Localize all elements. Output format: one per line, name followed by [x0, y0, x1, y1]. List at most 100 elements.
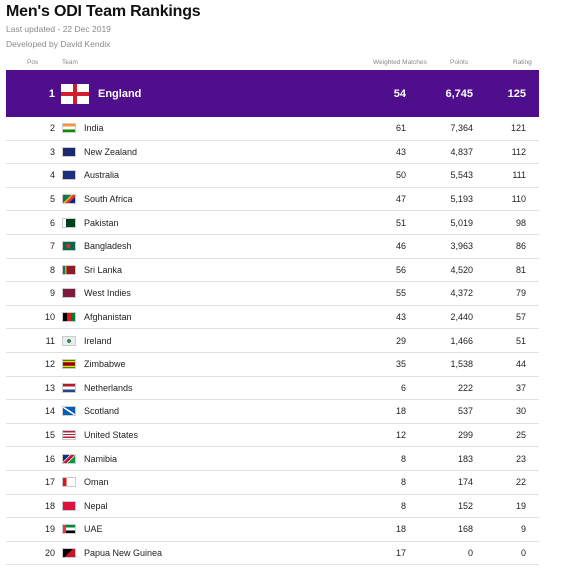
table-row[interactable]: 12 Zimbabwe 35 1,538 44	[6, 353, 539, 377]
table-row[interactable]: 10 Afghanistan 43 2,440 57	[6, 306, 539, 330]
table-row[interactable]: 17 Oman 8 174 22	[6, 471, 539, 495]
row-matches: 47	[395, 194, 406, 205]
team-name[interactable]: South Africa	[84, 194, 133, 205]
row-pos: 15	[44, 430, 55, 441]
row-pos: 1	[48, 87, 55, 100]
team-name[interactable]: Papua New Guinea	[84, 547, 163, 558]
row-matches: 46	[395, 241, 406, 252]
row-rating: 22	[515, 477, 526, 488]
row-matches: 8	[400, 453, 406, 464]
header-team[interactable]: Team	[62, 59, 78, 66]
row-pos: 12	[44, 359, 55, 370]
row-pos: 4	[49, 170, 55, 181]
team-name[interactable]: Zimbabwe	[84, 359, 126, 370]
row-points: 299	[457, 430, 473, 441]
row-rating: 81	[515, 264, 526, 275]
table-row[interactable]: 15 United States 12 299 25	[6, 424, 539, 448]
row-matches: 18	[395, 524, 406, 535]
row-points: 7,364	[450, 123, 473, 134]
bangladesh-flag-icon	[62, 241, 76, 252]
row-rating: 121	[510, 123, 526, 134]
table-row[interactable]: 18 Nepal 8 152 19	[6, 495, 539, 519]
row-pos: 18	[44, 500, 55, 511]
table-row[interactable]: 11 Ireland 29 1,466 51	[6, 329, 539, 353]
team-name[interactable]: Australia	[84, 170, 120, 181]
india-flag-icon	[62, 123, 76, 134]
table-row[interactable]: 13 Netherlands 6 222 37	[6, 377, 539, 401]
team-name[interactable]: England	[98, 87, 142, 100]
row-rating: 37	[515, 382, 526, 393]
row-matches: 51	[395, 217, 406, 228]
row-pos: 7	[49, 241, 55, 252]
rankings-table: Pos Team Weighted Matches Points Rating …	[6, 58, 539, 566]
row-pos: 9	[49, 288, 55, 299]
namibia-flag-icon	[62, 453, 76, 464]
team-name[interactable]: Ireland	[84, 335, 112, 346]
team-name[interactable]: UAE	[84, 524, 103, 535]
team-name[interactable]: Sri Lanka	[84, 264, 123, 275]
team-name[interactable]: West Indies	[84, 288, 131, 299]
header-rating[interactable]: Rating	[513, 59, 532, 66]
table-row[interactable]: 5 South Africa 47 5,193 110	[6, 188, 539, 212]
table-row[interactable]: 16 Namibia 8 183 23	[6, 447, 539, 471]
team-name[interactable]: Afghanistan	[84, 312, 132, 323]
row-points: 2,440	[450, 312, 473, 323]
table-row[interactable]: 14 Scotland 18 537 30	[6, 400, 539, 424]
sri-lanka-flag-icon	[62, 264, 76, 275]
row-points: 1,538	[450, 359, 473, 370]
row-rating: 44	[515, 359, 526, 370]
table-row[interactable]: 2 India 61 7,364 121	[6, 117, 539, 141]
table-row[interactable]: 3 New Zealand 43 4,837 112	[6, 141, 539, 165]
row-pos: 10	[44, 312, 55, 323]
united-states-flag-icon	[62, 430, 76, 441]
row-matches: 12	[395, 430, 406, 441]
team-name[interactable]: Netherlands	[84, 382, 133, 393]
table-row[interactable]: 4 Australia 50 5,543 111	[6, 164, 539, 188]
row-points: 4,520	[450, 264, 473, 275]
row-rating: 9	[520, 524, 526, 535]
row-matches: 29	[395, 335, 406, 346]
team-name[interactable]: Namibia	[84, 453, 118, 464]
papua-new-guinea-flag-icon	[62, 547, 76, 558]
row-pos: 13	[44, 382, 55, 393]
team-name[interactable]: India	[84, 123, 104, 134]
row-points: 168	[457, 524, 473, 535]
row-rating: 57	[515, 312, 526, 323]
top-team-row[interactable]: 1 England 54 6,745 125	[6, 70, 539, 117]
team-name[interactable]: United States	[84, 430, 139, 441]
row-matches: 50	[395, 170, 406, 181]
header-points[interactable]: Points	[450, 59, 469, 66]
row-points: 537	[457, 406, 473, 417]
team-name[interactable]: Scotland	[84, 406, 120, 417]
header-pos[interactable]: Pos	[27, 59, 39, 66]
australia-flag-icon	[62, 170, 76, 181]
team-name[interactable]: New Zealand	[84, 146, 138, 157]
team-name[interactable]: Pakistan	[84, 217, 119, 228]
row-points: 1,466	[450, 335, 473, 346]
team-name[interactable]: Bangladesh	[84, 241, 132, 252]
row-pos: 6	[49, 217, 55, 228]
ireland-flag-icon	[62, 335, 76, 346]
table-row[interactable]: 6 Pakistan 51 5,019 98	[6, 211, 539, 235]
table-row[interactable]: 8 Sri Lanka 56 4,520 81	[6, 259, 539, 283]
row-pos: 2	[49, 123, 55, 134]
table-row[interactable]: 9 West Indies 55 4,372 79	[6, 282, 539, 306]
row-matches: 18	[395, 406, 406, 417]
row-matches: 6	[400, 382, 406, 393]
row-pos: 14	[44, 406, 55, 417]
afghanistan-flag-icon	[62, 312, 76, 323]
row-matches: 8	[400, 477, 406, 488]
team-name[interactable]: Nepal	[84, 500, 108, 511]
row-points: 152	[457, 500, 473, 511]
table-row[interactable]: 7 Bangladesh 46 3,963 86	[6, 235, 539, 259]
table-row[interactable]: 20 Papua New Guinea 17 0 0	[6, 542, 539, 566]
row-pos: 5	[49, 194, 55, 205]
team-name[interactable]: Oman	[84, 477, 109, 488]
table-row[interactable]: 19 UAE 18 168 9	[6, 518, 539, 542]
netherlands-flag-icon	[62, 382, 76, 393]
england-flag-icon	[61, 83, 89, 104]
developer-credit: Developed by David Kendix	[6, 39, 111, 49]
row-matches: 56	[395, 264, 406, 275]
header-matches[interactable]: Weighted Matches	[373, 59, 427, 66]
row-matches: 43	[395, 312, 406, 323]
